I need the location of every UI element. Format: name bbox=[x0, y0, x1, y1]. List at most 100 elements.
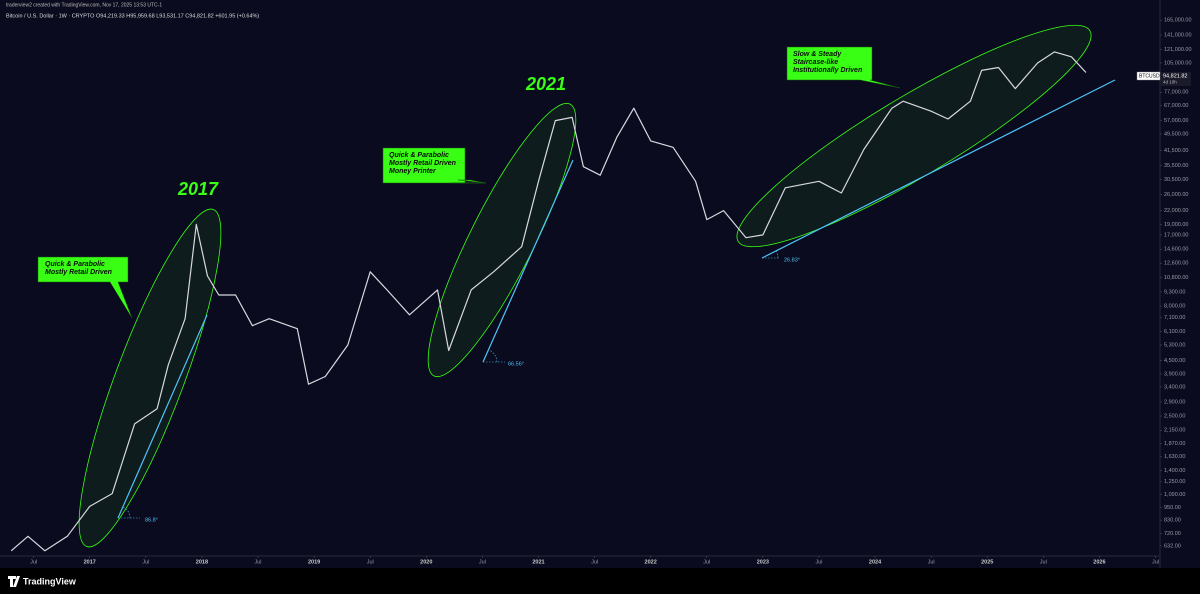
callout-text: Quick & Parabolic bbox=[389, 152, 449, 159]
x-tick-label: Jul bbox=[1152, 559, 1159, 565]
y-tick-label: 41,500.00 bbox=[1164, 148, 1188, 154]
angle-guide bbox=[762, 250, 780, 259]
y-tick-label: 1,630.00 bbox=[1164, 454, 1185, 460]
trendline bbox=[482, 159, 574, 363]
x-tick-label: 2017 bbox=[84, 559, 96, 565]
y-tick-label: 4,500.00 bbox=[1164, 358, 1185, 364]
y-tick-label: 35,500.00 bbox=[1164, 163, 1188, 169]
logo bbox=[8, 576, 20, 587]
ellipse bbox=[78, 208, 222, 548]
trendlines bbox=[117, 79, 1116, 519]
price-line bbox=[10, 51, 1087, 552]
x-tick-label: 2023 bbox=[757, 559, 769, 565]
y-tick-label: 8,000.00 bbox=[1164, 304, 1185, 310]
callout-text: Staircase-like bbox=[793, 59, 838, 66]
countdown: 4d 10h bbox=[1163, 80, 1177, 85]
x-tick-label: 2019 bbox=[308, 559, 320, 565]
callout-text: Money Printer bbox=[389, 168, 437, 175]
symbol-line: Bitcoin / U.S. Dollar · 1W · CRYPTO O94,… bbox=[6, 13, 259, 19]
x-tick-label: 2024 bbox=[869, 559, 882, 565]
y-tick-label: 67,000.00 bbox=[1164, 103, 1188, 109]
callouts bbox=[37, 46, 901, 319]
y-tick-label: 720.00 bbox=[1164, 531, 1181, 537]
x-tick-label: Jul bbox=[255, 559, 262, 565]
y-tick-label: 7,100.00 bbox=[1164, 315, 1185, 321]
callout-text: Mostly Retail Driven bbox=[389, 160, 456, 167]
angle-guide bbox=[483, 349, 505, 363]
y-tick-label: 30,500.00 bbox=[1164, 177, 1188, 183]
x-tick-label: Jul bbox=[703, 559, 710, 565]
y-tick-label: 2,900.00 bbox=[1164, 399, 1185, 405]
callout-box bbox=[786, 46, 901, 89]
ellipses bbox=[78, 24, 1092, 548]
callout-text: Quick & Parabolic bbox=[45, 261, 105, 268]
x-tick-label: 2022 bbox=[645, 559, 657, 565]
y-tick-label: 5,300.00 bbox=[1164, 342, 1185, 348]
angle-label: 26.83° bbox=[784, 257, 800, 263]
year-label: 2017 bbox=[177, 179, 219, 199]
y-tick-label: 6,100.00 bbox=[1164, 329, 1185, 335]
price-tag-text: 94,821.82 bbox=[1163, 73, 1187, 79]
y-tick-label: 14,600.00 bbox=[1164, 247, 1188, 253]
x-tick-label: 2025 bbox=[981, 559, 993, 565]
y-tick-label: 3,900.00 bbox=[1164, 371, 1185, 377]
angle-guide bbox=[118, 506, 140, 519]
x-tick-label: Jul bbox=[591, 559, 598, 565]
callout-box bbox=[37, 256, 133, 319]
x-tick-label: Jul bbox=[928, 559, 935, 565]
credit: traderview2 created with TradingView.com… bbox=[6, 2, 162, 8]
y-tick-label: 19,000.00 bbox=[1164, 222, 1188, 228]
angle-label: 66.56° bbox=[508, 361, 524, 367]
plot-bg bbox=[0, 0, 1200, 568]
callout-text: Mostly Retail Driven bbox=[45, 269, 112, 276]
y-tick-label: 22,000.00 bbox=[1164, 208, 1188, 214]
price-tag bbox=[1161, 72, 1191, 86]
y-tick-label: 105,000.00 bbox=[1164, 60, 1192, 66]
x-tick-label: 2020 bbox=[420, 559, 432, 565]
angle-label: 86.8° bbox=[145, 517, 158, 523]
y-tick-label: 165,000.00 bbox=[1164, 18, 1192, 24]
y-tick-label: 3,400.00 bbox=[1164, 384, 1185, 390]
callout-text: Slow & Steady bbox=[793, 51, 842, 58]
callout-text: Institutionally Driven bbox=[793, 67, 862, 74]
callout-pointer bbox=[457, 179, 487, 184]
y-tick-label: 1,090.00 bbox=[1164, 492, 1185, 498]
y-tick-label: 17,000.00 bbox=[1164, 232, 1188, 238]
y-tick-label: 1,870.00 bbox=[1164, 441, 1185, 447]
x-tick-label: Jul bbox=[30, 559, 37, 565]
trendline bbox=[117, 314, 208, 519]
brand: TradingView bbox=[23, 576, 77, 586]
y-tick-label: 1,400.00 bbox=[1164, 468, 1185, 474]
y-tick-label: 77,000.00 bbox=[1164, 90, 1188, 96]
y-tick-label: 2,150.00 bbox=[1164, 428, 1185, 434]
y-tick-label: 9,300.00 bbox=[1164, 289, 1185, 295]
y-tick-label: 1,250.00 bbox=[1164, 479, 1185, 485]
callout-box bbox=[382, 147, 486, 184]
trendline bbox=[761, 79, 1116, 259]
x-tick-label: Jul bbox=[142, 559, 149, 565]
x-tick-label: 2018 bbox=[196, 559, 208, 565]
y-tick-label: 632.00 bbox=[1164, 543, 1181, 549]
x-tick-label: Jul bbox=[815, 559, 822, 565]
y-tick-label: 2,500.00 bbox=[1164, 413, 1185, 419]
ellipse bbox=[736, 24, 1092, 248]
symbol-tag bbox=[1136, 71, 1161, 81]
y-tick-label: 141,000.00 bbox=[1164, 33, 1192, 39]
x-tick-label: Jul bbox=[1040, 559, 1047, 565]
x-tick-label: 2021 bbox=[532, 559, 544, 565]
y-tick-label: 26,000.00 bbox=[1164, 192, 1188, 198]
x-tick-label: Jul bbox=[479, 559, 486, 565]
footer-bg bbox=[0, 568, 1200, 594]
year-label: 2021 bbox=[525, 74, 566, 94]
y-tick-label: 950.00 bbox=[1164, 505, 1181, 511]
x-tick-label: Jul bbox=[367, 559, 374, 565]
x-tick-label: 2026 bbox=[1093, 559, 1105, 565]
symbol-tag-text: BTCUSD bbox=[1139, 73, 1160, 79]
y-tick-label: 830.00 bbox=[1164, 518, 1181, 524]
y-tick-label: 12,600.00 bbox=[1164, 261, 1188, 267]
y-tick-label: 49,500.00 bbox=[1164, 131, 1188, 137]
angle-guides bbox=[118, 250, 780, 519]
